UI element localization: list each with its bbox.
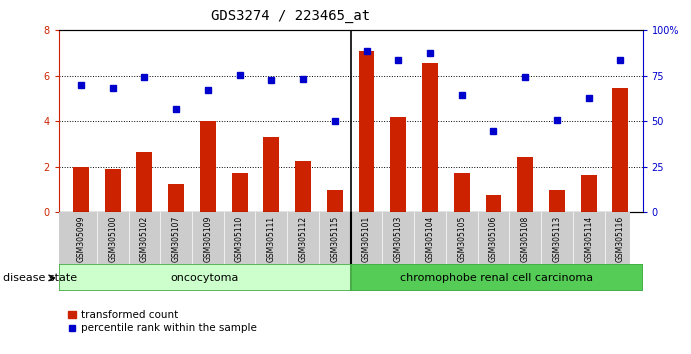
Text: GDS3274 / 223465_at: GDS3274 / 223465_at <box>211 9 370 23</box>
Bar <box>263 137 279 212</box>
Bar <box>295 161 311 212</box>
Bar <box>137 152 152 212</box>
Bar <box>549 190 565 212</box>
Text: GSM305111: GSM305111 <box>267 216 276 262</box>
Text: GSM305113: GSM305113 <box>552 216 562 262</box>
Text: GSM305112: GSM305112 <box>299 216 307 262</box>
Bar <box>580 175 596 212</box>
Bar <box>454 172 470 212</box>
Bar <box>612 88 628 212</box>
Text: disease state: disease state <box>3 273 77 283</box>
Bar <box>200 121 216 212</box>
Bar <box>231 172 247 212</box>
Bar <box>390 117 406 212</box>
Bar <box>168 184 184 212</box>
Bar <box>73 167 89 212</box>
Bar <box>105 169 121 212</box>
Text: GSM305105: GSM305105 <box>457 216 466 262</box>
Text: chromophobe renal cell carcinoma: chromophobe renal cell carcinoma <box>400 273 593 283</box>
Text: GSM305101: GSM305101 <box>362 216 371 262</box>
Legend: transformed count, percentile rank within the sample: transformed count, percentile rank withi… <box>64 306 261 338</box>
Text: GSM305099: GSM305099 <box>77 216 86 263</box>
Bar <box>59 264 350 291</box>
Text: oncocytoma: oncocytoma <box>171 273 239 283</box>
Text: GSM305102: GSM305102 <box>140 216 149 262</box>
Bar <box>486 195 502 212</box>
Text: GSM305114: GSM305114 <box>584 216 593 262</box>
Text: GSM305115: GSM305115 <box>330 216 339 262</box>
Bar <box>422 63 438 212</box>
Text: GSM305106: GSM305106 <box>489 216 498 262</box>
Bar <box>518 156 533 212</box>
Bar <box>327 190 343 212</box>
Text: GSM305110: GSM305110 <box>235 216 244 262</box>
Text: GSM305108: GSM305108 <box>521 216 530 262</box>
Text: GSM305107: GSM305107 <box>171 216 180 262</box>
Text: GSM305116: GSM305116 <box>616 216 625 262</box>
Text: GSM305100: GSM305100 <box>108 216 117 262</box>
Text: GSM305103: GSM305103 <box>394 216 403 262</box>
Bar <box>350 264 643 291</box>
Text: GSM305109: GSM305109 <box>203 216 212 262</box>
Text: GSM305104: GSM305104 <box>426 216 435 262</box>
Bar <box>359 51 375 212</box>
